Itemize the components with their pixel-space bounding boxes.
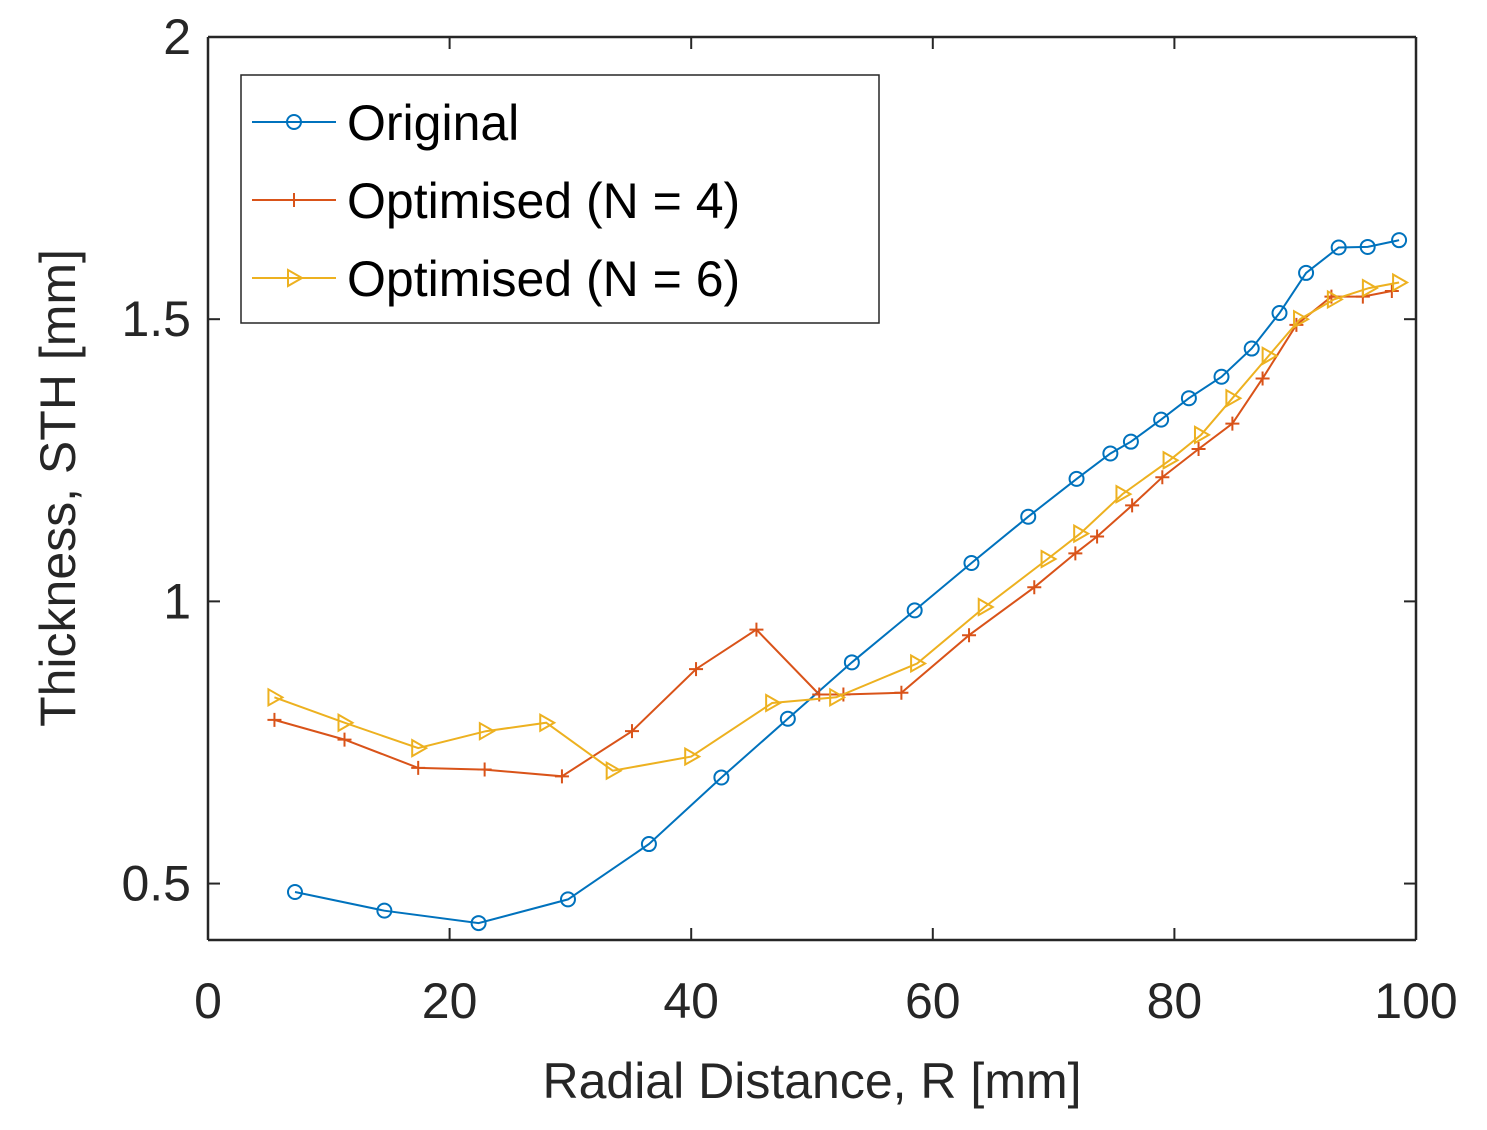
data-point xyxy=(843,654,860,671)
data-point xyxy=(1125,498,1140,513)
legend: Original Optimised (N = 4) Optimised (N = … xyxy=(240,74,880,324)
data-point xyxy=(1391,232,1408,249)
data-point xyxy=(1298,264,1315,281)
data-point xyxy=(1361,278,1379,298)
series-line xyxy=(274,281,1400,772)
data-point xyxy=(337,732,352,747)
data-point xyxy=(470,915,487,932)
legend-label: Original xyxy=(347,95,519,151)
data-point xyxy=(1180,390,1197,407)
data-point xyxy=(376,902,393,919)
data-point xyxy=(605,760,623,781)
legend-item-optimised-n-4: Optimised (N = 4) xyxy=(252,173,740,229)
data-point xyxy=(1040,549,1058,569)
legend-label: Optimised (N = 6) xyxy=(347,251,740,307)
data-point xyxy=(963,554,980,571)
data-point xyxy=(411,738,429,758)
data-point xyxy=(477,762,492,777)
data-point xyxy=(765,693,783,713)
data-point xyxy=(1213,368,1230,385)
data-point xyxy=(1225,416,1240,431)
data-point xyxy=(910,653,928,674)
data-point xyxy=(1359,238,1376,255)
data-point xyxy=(1225,388,1243,408)
legend-marker xyxy=(287,268,305,288)
x-axis-label: Radial Distance, R [mm] xyxy=(542,1053,1081,1109)
data-point xyxy=(1243,340,1260,357)
data-point xyxy=(906,602,923,619)
data-point xyxy=(962,628,977,643)
data-point xyxy=(1068,546,1083,561)
data-point xyxy=(894,685,909,700)
data-point xyxy=(640,836,657,853)
data-point xyxy=(1073,523,1091,544)
data-point xyxy=(1102,445,1119,462)
data-point xyxy=(684,746,702,767)
data-point xyxy=(1027,580,1042,595)
legend-box xyxy=(240,74,880,324)
series-line xyxy=(294,239,1400,925)
data-point xyxy=(829,687,847,708)
data-point xyxy=(1162,450,1180,471)
data-point xyxy=(1271,304,1288,321)
data-point xyxy=(286,884,303,901)
legend-marker xyxy=(287,193,301,207)
data-point xyxy=(625,724,640,739)
data-point xyxy=(411,760,426,775)
y-tick-label: 1 xyxy=(163,573,191,629)
x-tick-label: 40 xyxy=(663,973,719,1029)
y-tick-label: 2 xyxy=(163,9,191,65)
legend-marker xyxy=(286,114,302,130)
series-layer xyxy=(267,232,1410,932)
data-point xyxy=(779,710,796,727)
data-point xyxy=(1153,411,1170,428)
x-tick-label: 20 xyxy=(422,973,478,1029)
legend-label: Optimised (N = 4) xyxy=(347,173,740,229)
axes-layer xyxy=(206,35,1418,942)
data-point xyxy=(713,769,730,786)
legend-item-original: Original xyxy=(252,95,519,151)
data-point xyxy=(1261,346,1279,366)
data-point xyxy=(1293,309,1311,329)
data-point xyxy=(267,687,285,708)
data-point xyxy=(337,712,355,733)
data-point xyxy=(267,712,282,727)
data-point xyxy=(1330,239,1347,256)
series-optimised-n-4 xyxy=(267,283,1399,784)
y-tick-label: 1.5 xyxy=(121,291,191,347)
data-point xyxy=(1392,272,1410,293)
y-axis-label: Thickness, STH [mm] xyxy=(30,249,86,727)
series-optimised-n-6 xyxy=(267,272,1410,781)
data-point xyxy=(554,769,569,784)
x-tick-label: 80 xyxy=(1147,973,1203,1029)
series-original xyxy=(286,232,1408,932)
x-tick-label: 60 xyxy=(905,973,961,1029)
x-tick-label: 0 xyxy=(194,973,222,1029)
data-point xyxy=(478,721,496,741)
legend-items: Original Optimised (N = 4) Optimised (N = … xyxy=(252,95,740,307)
data-point xyxy=(1068,470,1085,487)
x-tick-label: 100 xyxy=(1374,973,1457,1029)
data-point xyxy=(539,712,557,733)
data-point xyxy=(559,891,576,908)
data-point xyxy=(689,662,704,677)
series-line xyxy=(274,290,1392,778)
data-point xyxy=(1020,508,1037,525)
data-point xyxy=(1155,470,1170,485)
y-tick-label: 0.5 xyxy=(121,856,191,912)
data-point xyxy=(1193,425,1211,445)
data-point xyxy=(1090,529,1105,544)
tick-layer: 0 20 40 60 80 100 0.5 1 1.5 2 xyxy=(121,9,1457,1029)
data-point xyxy=(1115,484,1133,504)
data-point xyxy=(749,622,764,637)
data-point xyxy=(1122,433,1139,450)
data-point xyxy=(1326,289,1344,310)
data-point xyxy=(1255,371,1270,386)
data-point xyxy=(1191,441,1206,456)
data-point xyxy=(977,597,995,617)
data-point xyxy=(1384,283,1399,298)
legend-item-optimised-n-6: Optimised (N = 6) xyxy=(252,251,740,307)
